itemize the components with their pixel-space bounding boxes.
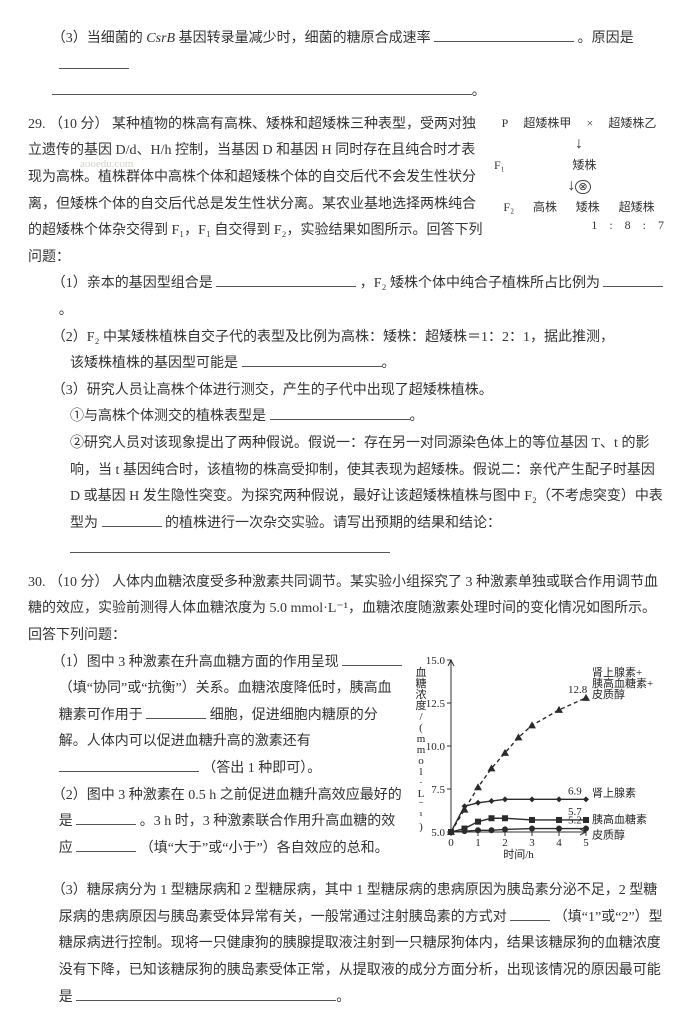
q29-2a: （2）F₂ 中某矮株植株自交子代的表型及比例为高株：矮株：超矮株＝1：2：1，据… [52, 330, 614, 345]
svg-text:15.0: 15.0 [426, 655, 446, 667]
svg-text:皮质醇: 皮质醇 [592, 827, 625, 841]
svg-text:肾上腺素: 肾上腺素 [592, 785, 636, 799]
q28-3-reason: 。原因是 [578, 31, 634, 46]
svg-text:6.9: 6.9 [568, 785, 582, 797]
blank [70, 538, 390, 553]
svg-text:血糖浓度/(mmol·L⁻¹): 血糖浓度/(mmol·L⁻¹) [416, 665, 427, 833]
svg-text:2: 2 [502, 837, 508, 849]
blank [510, 906, 550, 921]
q29-3: （3）研究人员让高株个体进行测交，产生的子代中出现了超矮株植株。 [52, 383, 493, 398]
svg-text:5.2: 5.2 [568, 814, 582, 826]
q29-body: 某种植物的株高有高株、矮株和超矮株三种表型，受两对独立遗传的基因 D/d、H/h… [28, 117, 483, 265]
q29-number: 29. [28, 117, 46, 132]
blank [146, 704, 206, 719]
q28-part3: （3）当细菌的 CsrB 基因转录量减少时，细菌的糖原合成速率 。原因是 。 [28, 26, 664, 106]
svg-text:皮质醇: 皮质醇 [592, 686, 625, 700]
q29-3-2b: 的植株进行一次杂交实验。请写出预期的结果和结论： [165, 516, 501, 531]
svg-text:7.5: 7.5 [431, 784, 445, 796]
svg-text:肾上腺素+: 肾上腺素+ [592, 664, 642, 678]
svg-text:胰高血糖素+: 胰高血糖素+ [592, 675, 653, 689]
q30-body: 人体内血糖浓度受多种激素共同调节。某实验小组探究了 3 种激素单独或联合作用调节… [28, 575, 658, 643]
blank [59, 54, 129, 69]
q29-1b: ，F₂ 矮株个体中纯合子植株所占比例为 [360, 276, 600, 291]
blank [342, 651, 402, 666]
blank [216, 272, 356, 287]
blank [102, 512, 162, 527]
blank [242, 352, 382, 367]
q28-3-text-b: 基因转录量减少时，细菌的糖原合成速率 [179, 31, 431, 46]
svg-text:4: 4 [556, 837, 562, 849]
svg-text:0: 0 [448, 837, 454, 849]
q29-points: （10 分） [49, 117, 109, 132]
blank [76, 837, 136, 852]
q29-2b: 该矮株植株的基因型可能是 [70, 356, 238, 371]
svg-text:10.0: 10.0 [426, 741, 446, 753]
watermark: aooedu.com [80, 154, 133, 175]
blank [76, 986, 336, 1001]
blank [76, 810, 136, 825]
svg-text:时间/h: 时间/h [503, 848, 534, 861]
blank [603, 272, 663, 287]
q30-2c: （填“大于”或“小于”）各自效应的总和。 [140, 841, 389, 856]
blank [59, 757, 199, 772]
svg-text:12.5: 12.5 [426, 698, 446, 710]
svg-text:5: 5 [583, 837, 589, 849]
svg-text:1: 1 [475, 837, 481, 849]
svg-text:胰高血糖素: 胰高血糖素 [592, 812, 647, 826]
svg-text:5.0: 5.0 [431, 827, 445, 839]
svg-text:12.8: 12.8 [568, 683, 588, 695]
q30-number: 30. [28, 575, 46, 590]
blank [52, 80, 472, 95]
q30: 30. （10 分） 人体内血糖浓度受多种激素共同调节。某实验小组探究了 3 种… [28, 570, 664, 1011]
blood-glucose-chart: 0 1 2 3 4 5 5.0 7.5 10.0 12.5 15.0 时间/h 血糖浓度/(mmol·L… [409, 652, 664, 873]
q28-3-text-a: （3）当细菌的 [52, 31, 147, 46]
q30-1d: （答出 1 种即可）。 [202, 761, 321, 776]
blank [434, 27, 574, 42]
q28-3-gene: CsrB [146, 31, 175, 46]
q30-1a: （1）图中 3 种激素在升高血糖方面的作用呈现 [52, 655, 339, 670]
q29-3-1: ①与高株个体测交的植株表型是 [70, 409, 266, 424]
q29-1a: （1）亲本的基因型组合是 [52, 276, 213, 291]
q29: P 超矮株甲 × 超矮株乙 ↓ F₁ 矮株 ↓⊗ F₂ 高株 矮株 超矮株 1 … [28, 112, 664, 564]
q30-points: （10 分） [49, 575, 109, 590]
blank [270, 405, 410, 420]
svg-text:3: 3 [529, 837, 535, 849]
